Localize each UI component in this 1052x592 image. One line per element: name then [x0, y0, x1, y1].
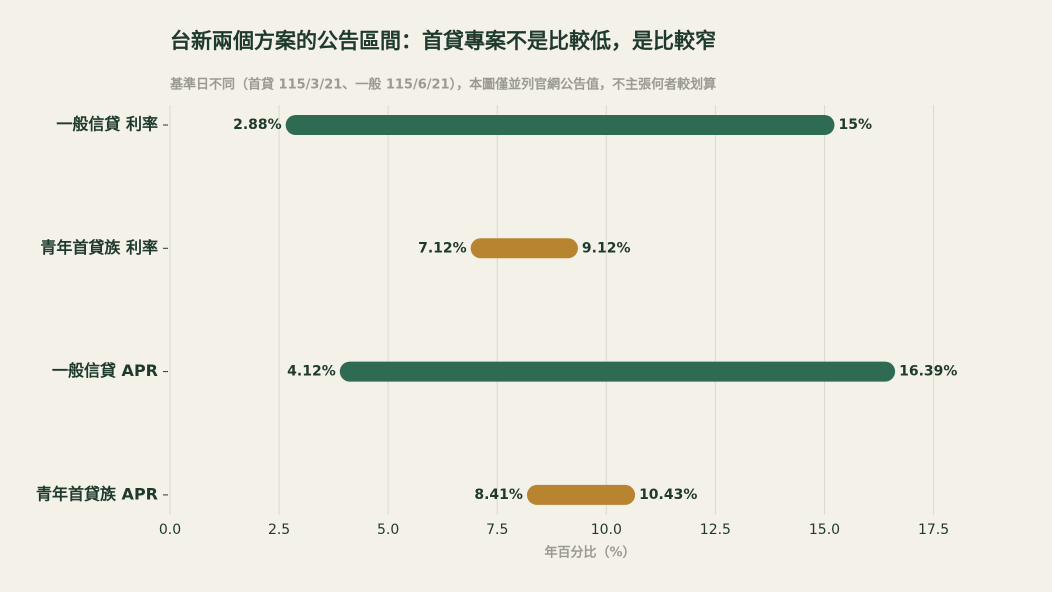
x-tick-label: 15.0 [809, 522, 840, 538]
start-label: 7.12% [418, 240, 467, 256]
x-tick-label: 7.5 [486, 522, 508, 538]
x-tick-label: 12.5 [700, 522, 731, 538]
end-label: 15% [838, 117, 872, 133]
chart-title: 台新兩個方案的公告區間：首貸專案不是比較低，是比較窄 [170, 29, 716, 53]
end-label: 10.43% [639, 487, 697, 503]
x-tick-label: 5.0 [377, 522, 399, 538]
chart-subtitle: 基準日不同（首貸 115/3/21、一般 115/6/21），本圖僅並列官網公告… [169, 77, 716, 93]
x-tick-label: 0.0 [159, 522, 181, 538]
x-tick-label: 17.5 [918, 522, 949, 538]
y-tick-label: 一般信貸 APR [52, 361, 158, 380]
end-label: 9.12% [582, 240, 631, 256]
x-tick-label: 2.5 [268, 522, 290, 538]
start-label: 8.41% [474, 487, 523, 503]
x-tick-label: 10.0 [591, 522, 622, 538]
y-tick-label: 青年首貸族 APR [36, 484, 158, 503]
y-tick-label: 青年首貸族 利率 [40, 238, 158, 257]
y-tick-label: 一般信貸 利率 [56, 115, 158, 134]
start-label: 2.88% [233, 117, 282, 133]
end-label: 16.39% [899, 364, 957, 380]
start-label: 4.12% [287, 364, 336, 380]
x-axis-label: 年百分比（%） [544, 545, 635, 561]
